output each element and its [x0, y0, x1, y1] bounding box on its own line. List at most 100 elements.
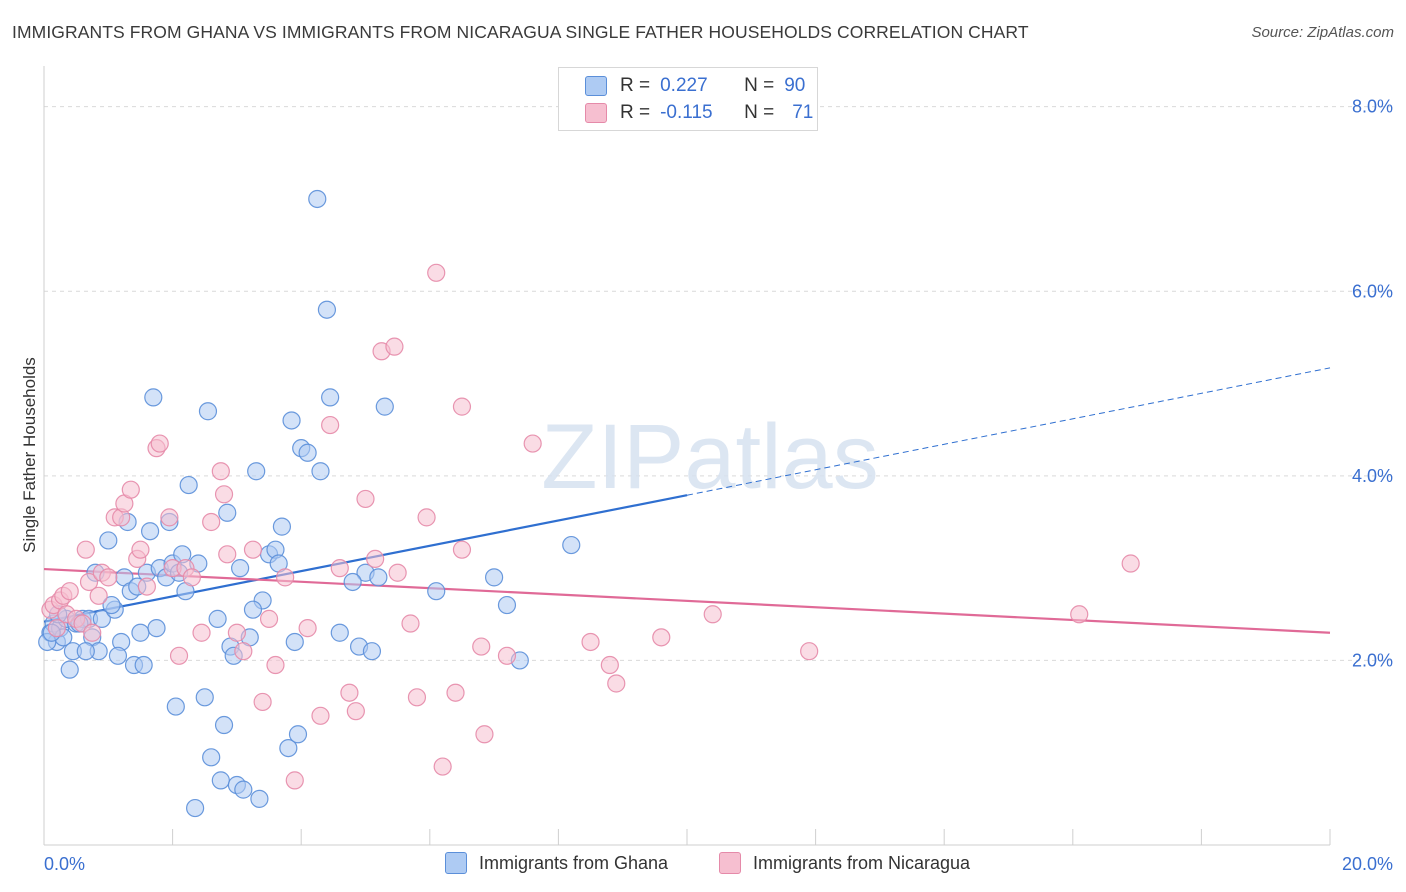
point-nicaragua [227, 623, 246, 642]
point-nicaragua [83, 623, 102, 642]
point-ghana [131, 623, 150, 642]
point-nicaragua [131, 540, 150, 559]
point-ghana [317, 300, 337, 319]
point-nicaragua [356, 489, 375, 509]
point-nicaragua [446, 683, 465, 702]
point-ghana [60, 660, 79, 679]
point-ghana [186, 798, 205, 818]
point-nicaragua [417, 508, 436, 527]
point-ghana [134, 655, 153, 675]
point-ghana [144, 388, 163, 407]
point-nicaragua [311, 706, 330, 725]
point-ghana [214, 715, 234, 735]
bottom-legend-label-nicaragua: Immigrants from Nicaragua [753, 852, 971, 873]
y-tick-label: 6.0% [1352, 281, 1393, 301]
point-nicaragua [243, 540, 263, 559]
point-nicaragua [259, 609, 279, 628]
point-nicaragua [388, 563, 407, 582]
x-tick-label: 20.0% [1342, 854, 1393, 874]
legend-r-label: R = [620, 75, 651, 96]
point-ghana [243, 600, 263, 619]
point-nicaragua [211, 462, 230, 481]
bottom-legend-label-ghana: Immigrants from Ghana [479, 852, 669, 873]
point-ghana [92, 609, 111, 628]
point-ghana [208, 609, 227, 628]
point-ghana [497, 595, 517, 615]
point-ghana [250, 789, 269, 808]
point-ghana [147, 619, 166, 638]
legend-r-label: R = [620, 102, 651, 123]
point-nicaragua [89, 586, 108, 605]
point-nicaragua [800, 642, 819, 661]
point-nicaragua [150, 434, 169, 453]
point-nicaragua [407, 688, 427, 707]
legend-n-value: 90 [784, 75, 806, 96]
point-nicaragua [169, 646, 189, 665]
point-nicaragua [253, 692, 272, 712]
point-nicaragua [218, 545, 237, 564]
legend-n-value: 71 [792, 102, 814, 123]
point-nicaragua [366, 549, 385, 569]
tick-labels: 2.0% 4.0% 6.0% 8.0% 0.0% 20.0% [44, 97, 1393, 874]
point-nicaragua [321, 415, 340, 435]
chart-title: IMMIGRANTS FROM GHANA VS IMMIGRANTS FROM… [12, 22, 1029, 42]
point-nicaragua [192, 623, 211, 642]
axes [43, 66, 1331, 846]
point-nicaragua [607, 674, 626, 693]
legend-row-nicaragua: R = -0.115 N = 71 [585, 101, 813, 125]
point-nicaragua [285, 771, 304, 790]
legend-row-ghana: R = 0.227 N = 90 [585, 74, 805, 98]
point-ghana [234, 780, 253, 799]
point-nicaragua [452, 540, 472, 559]
point-ghana [99, 531, 118, 550]
point-nicaragua [76, 540, 95, 559]
point-ghana [321, 388, 340, 407]
point-ghana [272, 517, 292, 536]
point-nicaragua [600, 655, 619, 675]
point-ghana [562, 535, 581, 555]
point-nicaragua [60, 582, 79, 601]
point-nicaragua [298, 619, 317, 638]
y-axis-label: Single Father Households [20, 357, 39, 553]
trend-line-nicaragua [43, 567, 1331, 634]
point-ghana [298, 443, 317, 462]
point-ghana [485, 568, 504, 587]
y-tick-label: 2.0% [1352, 650, 1393, 670]
point-ghana [362, 642, 382, 661]
point-nicaragua [1121, 554, 1140, 573]
point-nicaragua [79, 572, 99, 592]
legend-swatch-nicaragua [585, 103, 607, 123]
y-tick-label: 8.0% [1352, 97, 1393, 117]
point-ghana [198, 402, 218, 421]
y-tick-label: 4.0% [1352, 466, 1393, 486]
point-ghana [179, 475, 198, 495]
point-ghana [108, 646, 128, 665]
point-ghana [375, 397, 394, 416]
point-nicaragua [1070, 605, 1089, 624]
legend-r-value: -0.115 [660, 102, 713, 123]
point-ghana [218, 503, 237, 522]
point-nicaragua [266, 655, 285, 675]
point-ghana [102, 595, 121, 615]
bottom-legend-swatch-nicaragua [719, 852, 741, 874]
point-ghana [140, 522, 160, 541]
stats-legend: R = 0.227 N = 90 R = -0.115 N = 71 [558, 67, 818, 131]
grid-lines [44, 106, 1392, 661]
point-nicaragua [401, 614, 420, 633]
point-nicaragua [214, 485, 234, 504]
legend-swatch-ghana [585, 76, 607, 96]
point-nicaragua [703, 605, 722, 624]
point-nicaragua [330, 559, 349, 578]
point-ghana [343, 572, 362, 592]
x-tick-label: 0.0% [44, 854, 85, 874]
point-ghana [211, 771, 230, 790]
point-nicaragua [427, 263, 446, 282]
point-ghana [279, 738, 298, 758]
point-ghana [202, 748, 221, 767]
point-nicaragua [433, 757, 452, 776]
point-nicaragua [385, 337, 404, 356]
point-ghana [247, 462, 266, 481]
point-ghana [369, 568, 388, 587]
watermark: ZIPatlas [541, 406, 878, 508]
point-nicaragua [346, 702, 365, 721]
